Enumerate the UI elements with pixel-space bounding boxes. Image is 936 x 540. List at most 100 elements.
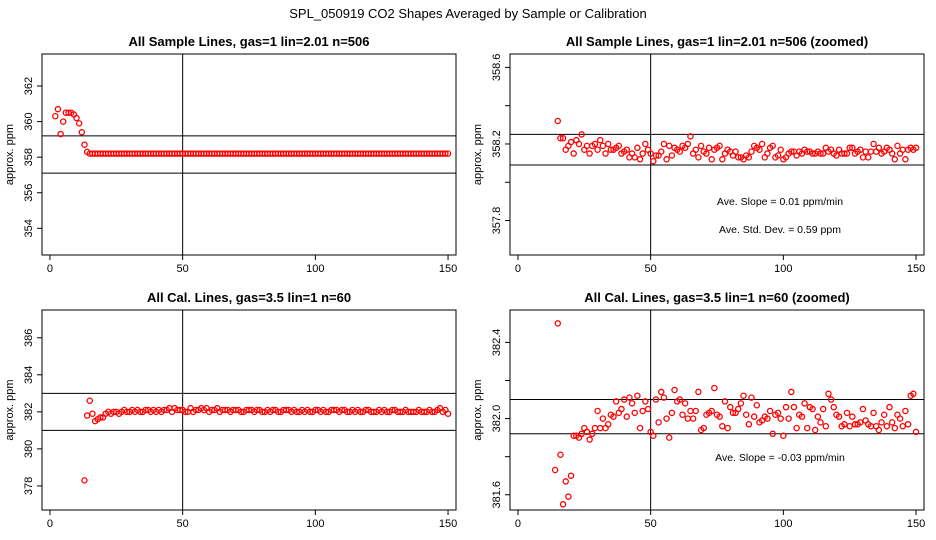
data-point — [644, 405, 652, 413]
y-tick-label: 386 — [23, 329, 35, 347]
panel-title: All Cal. Lines, gas=3.5 lin=1 n=60 — [147, 290, 351, 305]
data-point — [878, 419, 885, 426]
data-point — [830, 403, 838, 411]
chart-annotation: Ave. Slope = -0.03 ppm/min — [715, 452, 845, 464]
data-point — [660, 140, 668, 148]
data-point — [562, 478, 569, 485]
data-point — [729, 409, 737, 417]
data-point — [52, 113, 59, 120]
data-point — [610, 413, 617, 420]
data-point — [843, 150, 851, 157]
data-point — [904, 421, 912, 428]
y-axis-label: approx. ppm — [4, 124, 16, 185]
data-point — [567, 472, 575, 479]
data-point — [607, 146, 615, 153]
data-point — [586, 436, 593, 443]
y-tick-label: 381.6 — [491, 481, 503, 509]
data-point — [883, 422, 891, 430]
data-point — [849, 413, 856, 420]
data-point — [428, 408, 436, 416]
data-point — [612, 398, 620, 405]
x-tick-label: 100 — [306, 518, 324, 530]
data-point — [575, 140, 583, 148]
data-point — [891, 424, 899, 432]
data-point — [695, 388, 702, 396]
chart-annotation: Ave. Std. Dev. = 0.59 ppm — [719, 224, 841, 236]
series-sample — [52, 105, 452, 157]
data-point — [811, 426, 819, 434]
x-tick-label: 0 — [515, 263, 521, 275]
data-point — [631, 154, 638, 161]
panel-title: All Sample Lines, gas=1 lin=2.01 n=506 — [129, 34, 370, 49]
data-point — [628, 400, 636, 407]
data-point — [658, 148, 665, 155]
series-calibration-zoomed — [551, 320, 920, 508]
data-point — [83, 412, 91, 419]
data-point — [758, 140, 766, 148]
data-point — [650, 157, 657, 165]
data-point — [734, 154, 742, 161]
data-point — [859, 154, 867, 161]
data-point — [591, 424, 599, 432]
data-point — [357, 408, 364, 416]
data-point — [136, 408, 144, 416]
series-sample-zoomed — [554, 117, 920, 165]
y-tick-label: 356 — [23, 184, 35, 202]
data-point — [182, 408, 189, 416]
data-point — [583, 142, 591, 150]
data-point — [891, 156, 899, 163]
data-point — [843, 409, 851, 417]
panels-container: All Sample Lines, gas=1 lin=2.01 n=506 0 5… — [4, 34, 925, 530]
data-point — [766, 407, 774, 415]
data-point — [753, 401, 761, 409]
data-point — [570, 150, 577, 157]
data-point — [594, 407, 601, 415]
data-point — [867, 148, 875, 155]
data-point — [912, 144, 920, 152]
data-point — [764, 150, 771, 157]
data-point — [389, 406, 396, 414]
data-point — [565, 493, 572, 500]
data-point — [604, 140, 612, 148]
data-point — [578, 131, 585, 138]
data-point — [780, 432, 787, 439]
data-point — [692, 146, 700, 153]
data-point — [732, 148, 739, 155]
data-point — [679, 411, 686, 419]
figure-title: SPL_050919 CO2 Shapes Averaged by Sample… — [289, 6, 647, 21]
data-point — [444, 150, 452, 157]
data-point — [567, 138, 575, 146]
data-point — [841, 150, 848, 157]
data-point — [636, 156, 644, 163]
data-point — [695, 154, 702, 161]
data-point — [740, 392, 747, 399]
chart-annotation: Ave. Slope = 0.01 ppm/min — [717, 196, 843, 208]
x-tick-label: 0 — [47, 263, 53, 275]
data-point — [687, 133, 694, 140]
data-point — [232, 406, 239, 414]
data-point — [862, 148, 869, 155]
data-point — [846, 144, 853, 152]
x-tick-label: 50 — [645, 263, 657, 275]
x-tick-label: 0 — [515, 518, 521, 530]
data-point — [620, 396, 628, 403]
data-point — [282, 406, 290, 414]
y-axis-label: approx. ppm — [472, 379, 484, 440]
x-tick-label: 50 — [645, 518, 657, 530]
x-tick-label: 150 — [439, 263, 457, 275]
data-point — [676, 148, 684, 155]
data-point — [745, 421, 753, 428]
data-point — [596, 136, 604, 144]
data-point — [785, 415, 792, 422]
data-point — [591, 140, 599, 148]
data-point — [660, 394, 668, 401]
data-point — [110, 408, 117, 416]
data-point — [306, 408, 314, 416]
data-point — [724, 424, 731, 432]
data-point — [671, 386, 678, 394]
x-tick-label: 0 — [47, 518, 53, 530]
panel-title: All Cal. Lines, gas=3.5 lin=1 n=60 (zoom… — [584, 290, 850, 305]
data-point — [769, 142, 776, 150]
plot-frame — [41, 53, 457, 256]
data-point — [253, 406, 261, 414]
